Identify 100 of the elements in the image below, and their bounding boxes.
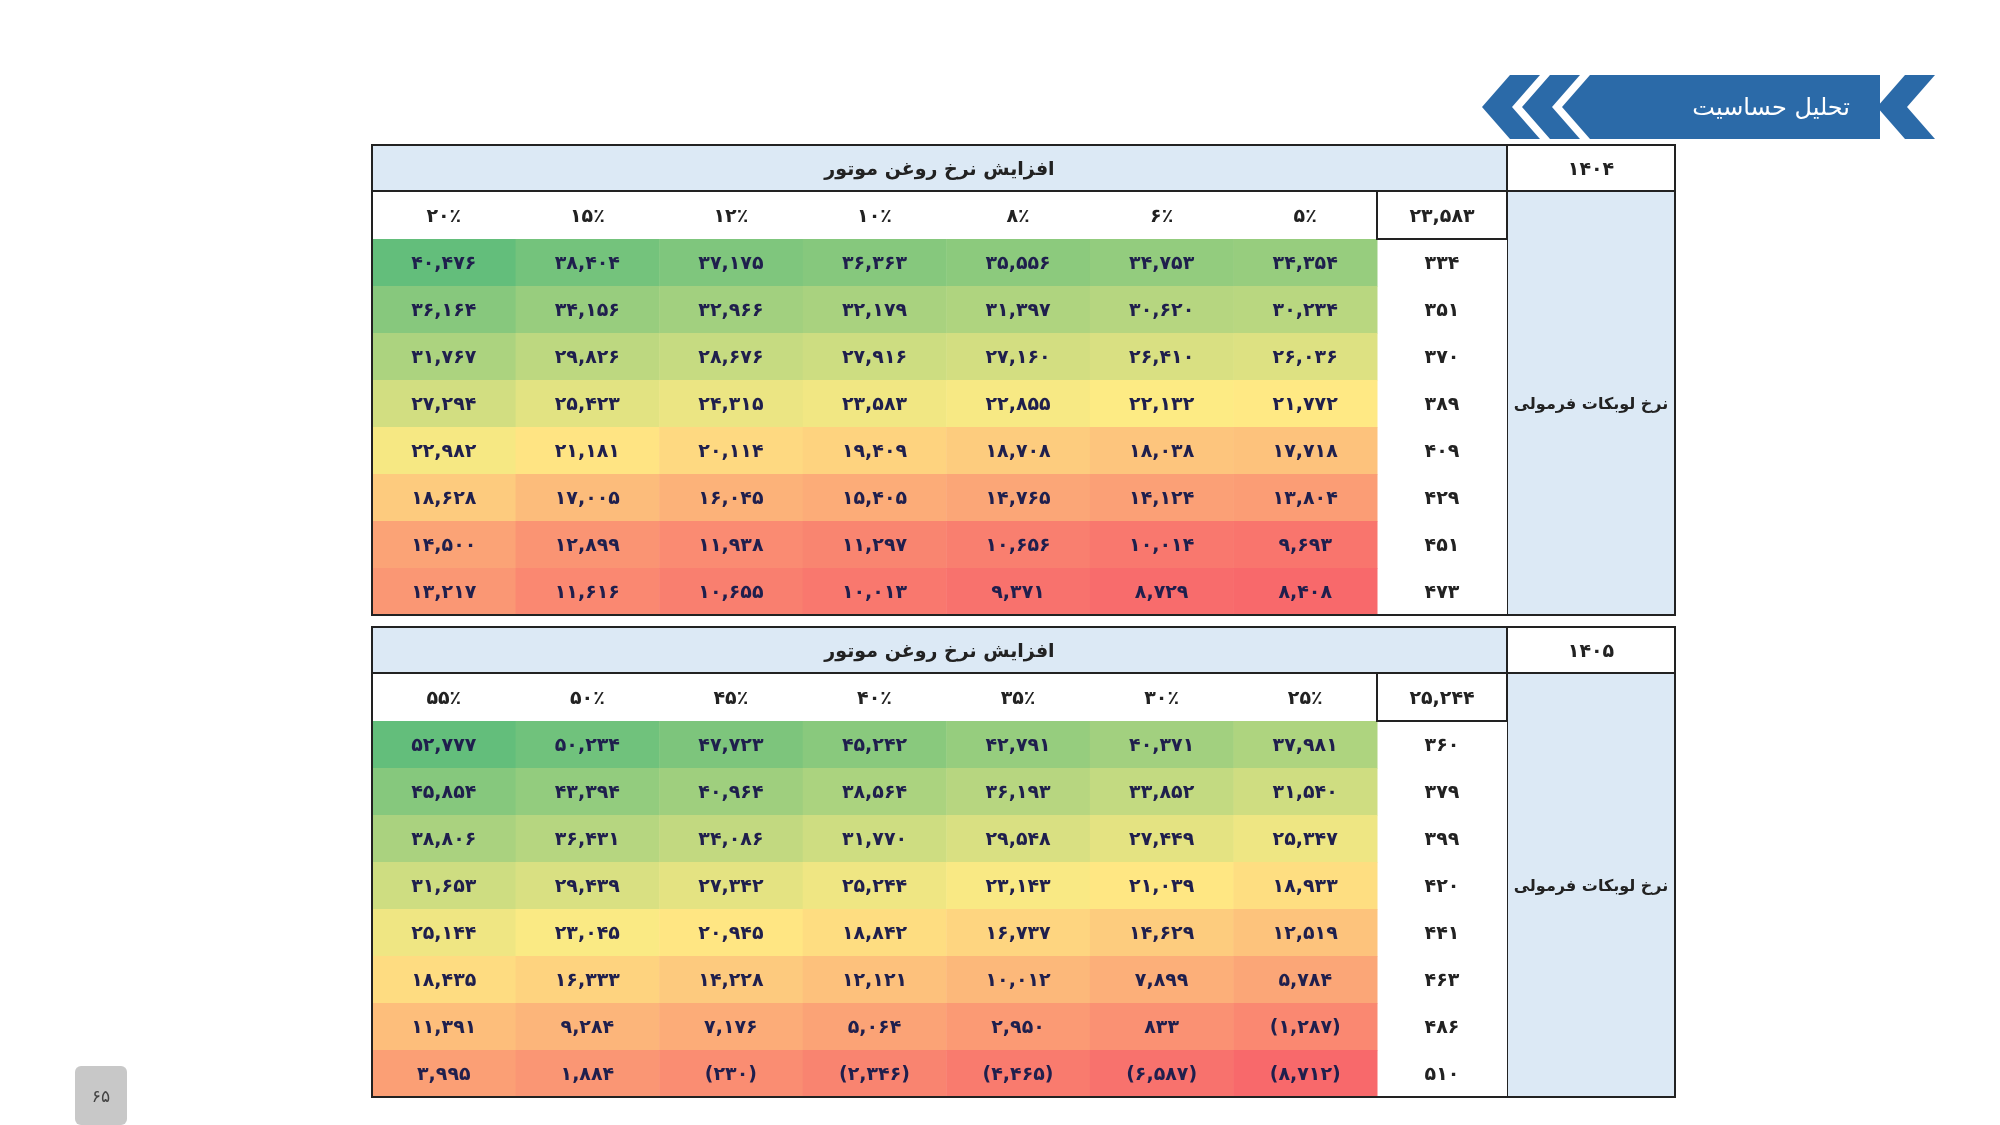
data-label: ۱۰,۰۱۲ [985, 968, 1052, 991]
x-tick-label: ۱۰٪ [857, 203, 892, 226]
data-label: ۴۰,۳۷۱ [1129, 733, 1195, 756]
data-label: ۱۶,۰۴۵ [698, 486, 764, 509]
y-tick-label: ۳۶۰ [1424, 733, 1460, 756]
data-label: (۱,۲۸۷) [1269, 1015, 1341, 1038]
data-label: ۳۴,۰۸۶ [698, 827, 764, 850]
data-label: ۳۰,۶۲۰ [1129, 298, 1195, 321]
data-label: ۱۹,۴۰۹ [841, 439, 908, 462]
x-axis-title: افزایش نرخ روغن موتور [823, 156, 1055, 180]
data-label: ۹,۶۹۳ [1278, 533, 1333, 556]
data-label: ۳۸,۵۶۴ [841, 780, 908, 803]
data-label: ۲۲,۱۳۲ [1129, 392, 1195, 415]
text: ۲۳,۵۸۳ [1409, 203, 1475, 226]
data-label: ۱۰,۶۵۵ [698, 580, 764, 603]
y-tick-label: ۵۱۰ [1424, 1062, 1460, 1085]
x-tick-label: ۱۲٪ [713, 203, 749, 226]
data-label: ۴۰,۴۷۶ [411, 251, 477, 274]
y-tick-label: ۳۸۹ [1424, 392, 1460, 415]
data-label: ۲۹,۸۲۶ [554, 345, 620, 368]
data-label: ۱۱,۶۱۶ [554, 580, 620, 603]
data-label: ۵,۰۶۴ [847, 1015, 902, 1038]
data-label: ۳۶,۱۹۳ [985, 780, 1052, 803]
data-label: ۱۰,۰۱۴ [1129, 533, 1195, 556]
data-label: ۷,۸۹۹ [1134, 968, 1189, 991]
data-label: ۱,۸۸۴ [560, 1062, 615, 1085]
x-tick-label: ۸٪ [1006, 203, 1030, 226]
data-label: ۵۰,۲۳۴ [554, 733, 620, 756]
data-label: ۳۲,۹۶۶ [698, 298, 764, 321]
data-label: ۳۸,۸۰۶ [411, 827, 477, 850]
data-label: ۱۸,۷۰۸ [985, 439, 1052, 462]
data-label: ۲۱,۱۸۱ [554, 439, 620, 462]
y-tick-label: ۴۴۱ [1424, 921, 1460, 944]
y-axis-title: نرخ لوبکات فرمولی [1513, 394, 1669, 414]
y-tick-label: ۳۵۱ [1424, 298, 1460, 321]
data-label: ۳۸,۴۰۴ [554, 251, 620, 274]
data-label: ۱۸,۰۳۸ [1129, 439, 1195, 462]
y-tick-label: ۳۷۹ [1424, 780, 1460, 803]
data-label: ۲۱,۷۷۲ [1272, 392, 1339, 415]
y-tick-label: ۳۹۹ [1424, 827, 1460, 850]
y-tick-label: ۴۸۶ [1424, 1015, 1460, 1038]
data-label: ۱۴,۲۲۸ [698, 968, 764, 991]
data-label: ۲۴,۳۱۵ [698, 392, 764, 415]
data-label: ۱۲,۱۲۱ [841, 968, 908, 991]
x-tick-label: ۶٪ [1150, 203, 1174, 226]
data-label: ۱۸,۸۴۲ [841, 921, 908, 944]
data-label: ۳۱,۶۵۳ [411, 874, 477, 897]
data-label: ۱۲,۵۱۹ [1272, 921, 1339, 944]
data-label: ۱۱,۹۳۸ [698, 533, 764, 556]
data-label: ۲۲,۸۵۵ [985, 392, 1052, 415]
data-label: ۴۳,۳۹۴ [554, 780, 620, 803]
data-label: ۲۷,۹۱۶ [841, 345, 908, 368]
x-tick-label: ۴۵٪ [713, 685, 749, 708]
data-label: ۸۳۳ [1144, 1015, 1180, 1038]
data-label: ۱۳,۸۰۴ [1272, 486, 1338, 509]
data-label: ۳۶,۳۶۳ [841, 251, 908, 274]
data-label: ۱۰,۶۵۶ [985, 533, 1051, 556]
data-label: ۱۷,۷۱۸ [1272, 439, 1339, 462]
data-label: ۱۸,۶۲۸ [411, 486, 477, 509]
data-label: ۷,۱۷۶ [704, 1015, 758, 1038]
text: ۲۵,۲۴۴ [1409, 685, 1475, 708]
x-tick-label: ۲۵٪ [1287, 685, 1323, 708]
text: ۶۵ [91, 1085, 111, 1106]
data-label: ۴۲,۷۹۱ [985, 733, 1051, 756]
data-label: ۳۷,۱۷۵ [698, 251, 764, 274]
data-label: ۲۷,۱۶۰ [985, 345, 1051, 368]
data-label: (۶,۵۸۷) [1126, 1062, 1198, 1085]
data-label: ۱۴,۱۲۴ [1129, 486, 1195, 509]
x-tick-label: ۲۰٪ [426, 203, 462, 226]
data-label: ۱۷,۰۰۵ [554, 486, 621, 509]
y-axis-title: نرخ لوبکات فرمولی [1513, 876, 1669, 896]
data-label: ۳۳,۸۵۲ [1129, 780, 1195, 803]
data-label: ۸,۷۲۹ [1134, 580, 1189, 603]
data-label: ۲۵,۳۴۷ [1272, 827, 1339, 850]
data-label: ۳۴,۱۵۶ [554, 298, 620, 321]
data-label: ۱۵,۴۰۵ [841, 486, 908, 509]
data-label: ۴۵,۲۴۲ [841, 733, 908, 756]
y-tick-label: ۴۶۳ [1424, 968, 1460, 991]
x-tick-label: ۱۵٪ [569, 203, 605, 226]
data-label: ۲۲,۹۸۲ [411, 439, 477, 462]
y-tick-label: ۴۲۹ [1424, 486, 1460, 509]
data-label: ۱۱,۲۹۷ [841, 533, 908, 556]
data-label: ۲۹,۵۴۸ [985, 827, 1052, 850]
data-label: ۲۰,۱۱۴ [698, 439, 764, 462]
x-tick-label: ۳۰٪ [1144, 685, 1180, 708]
data-label: (۲,۳۴۶) [839, 1062, 910, 1085]
y-tick-label: ۴۰۹ [1424, 439, 1460, 462]
x-tick-label: ۵۰٪ [569, 685, 605, 708]
y-tick-label: ۴۲۰ [1424, 874, 1460, 897]
y-tick-label: ۳۳۴ [1424, 251, 1460, 274]
data-label: ۱۸,۴۳۵ [411, 968, 477, 991]
data-label: ۳۶,۴۳۱ [554, 827, 620, 850]
data-label: ۱۴,۵۰۰ [411, 533, 477, 556]
data-label: ۴۵,۸۵۴ [411, 780, 477, 803]
data-label: ۴۰,۹۶۴ [698, 780, 764, 803]
data-label: ۳۴,۳۵۴ [1272, 251, 1338, 274]
data-label: ۳۰,۲۳۴ [1272, 298, 1338, 321]
data-label: ۱۴,۷۶۵ [985, 486, 1052, 509]
data-label: ۱۱,۳۹۱ [411, 1015, 477, 1038]
data-label: (۲۳۰) [704, 1062, 758, 1085]
